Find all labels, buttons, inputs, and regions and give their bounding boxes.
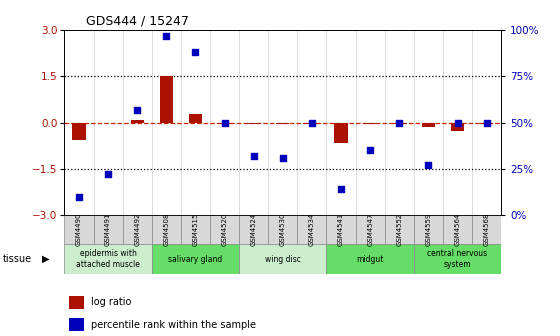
Text: central nervous
system: central nervous system (427, 249, 488, 269)
Bar (472, 215, 501, 245)
Point (482, 120, 491, 125)
Point (278, 155, 287, 161)
Bar (218, 123, 231, 124)
Text: GSM4552: GSM4552 (396, 213, 402, 246)
Bar (152, 245, 239, 274)
Text: GSM4559: GSM4559 (426, 213, 431, 246)
Point (453, 120, 462, 125)
Bar (239, 215, 268, 245)
Point (162, 33, 171, 39)
Text: GDS444 / 15247: GDS444 / 15247 (86, 15, 189, 28)
Text: GSM4534: GSM4534 (309, 213, 315, 246)
Text: GSM4492: GSM4492 (134, 213, 140, 246)
Point (104, 172, 113, 177)
Text: tissue: tissue (3, 254, 32, 264)
Text: ▶: ▶ (42, 254, 49, 264)
Bar (334, 123, 348, 143)
Bar (480, 123, 493, 124)
Bar (123, 215, 152, 245)
Text: midgut: midgut (357, 255, 384, 264)
Bar (363, 123, 377, 124)
Bar (94, 215, 123, 245)
Bar (305, 123, 319, 124)
Point (395, 120, 404, 125)
Bar (393, 123, 406, 124)
Bar (326, 215, 356, 245)
Bar (64, 245, 152, 274)
Point (249, 153, 258, 159)
Text: epidermis with
attached muscle: epidermis with attached muscle (76, 249, 140, 269)
Bar (189, 114, 202, 123)
Point (366, 148, 375, 153)
Bar (414, 245, 501, 274)
Text: GSM4564: GSM4564 (455, 213, 460, 246)
Text: GSM4568: GSM4568 (484, 213, 489, 247)
Bar (69, 318, 85, 331)
Bar (422, 123, 435, 127)
Bar (130, 120, 144, 123)
Text: GSM4524: GSM4524 (251, 213, 256, 246)
Text: percentile rank within the sample: percentile rank within the sample (91, 320, 255, 330)
Bar (181, 215, 210, 245)
Bar (160, 77, 173, 123)
Bar (443, 215, 472, 245)
Bar (247, 123, 260, 124)
Text: salivary gland: salivary gland (169, 255, 222, 264)
Point (133, 107, 142, 112)
Point (307, 120, 316, 125)
Text: wing disc: wing disc (265, 255, 301, 264)
Text: GSM4520: GSM4520 (222, 213, 227, 246)
Bar (239, 245, 326, 274)
Text: GSM4541: GSM4541 (338, 213, 344, 246)
Bar (276, 123, 290, 124)
Text: GSM4508: GSM4508 (164, 213, 169, 247)
Text: GSM4530: GSM4530 (280, 213, 286, 247)
Bar (414, 215, 443, 245)
Text: GSM4515: GSM4515 (193, 213, 198, 246)
Point (337, 186, 346, 192)
Bar (268, 215, 297, 245)
Bar (326, 245, 414, 274)
Bar (385, 215, 414, 245)
Point (220, 120, 229, 125)
Bar (64, 215, 94, 245)
Bar (297, 215, 326, 245)
Bar (356, 215, 385, 245)
Bar (210, 215, 239, 245)
Bar (69, 296, 85, 309)
Text: GSM4490: GSM4490 (76, 213, 82, 247)
Text: GSM4491: GSM4491 (105, 213, 111, 247)
Point (424, 163, 433, 168)
Text: GSM4547: GSM4547 (367, 213, 373, 246)
Bar (451, 123, 464, 131)
Point (74, 194, 83, 199)
Bar (152, 215, 181, 245)
Bar (72, 123, 86, 139)
Text: log ratio: log ratio (91, 297, 131, 307)
Point (191, 50, 200, 55)
